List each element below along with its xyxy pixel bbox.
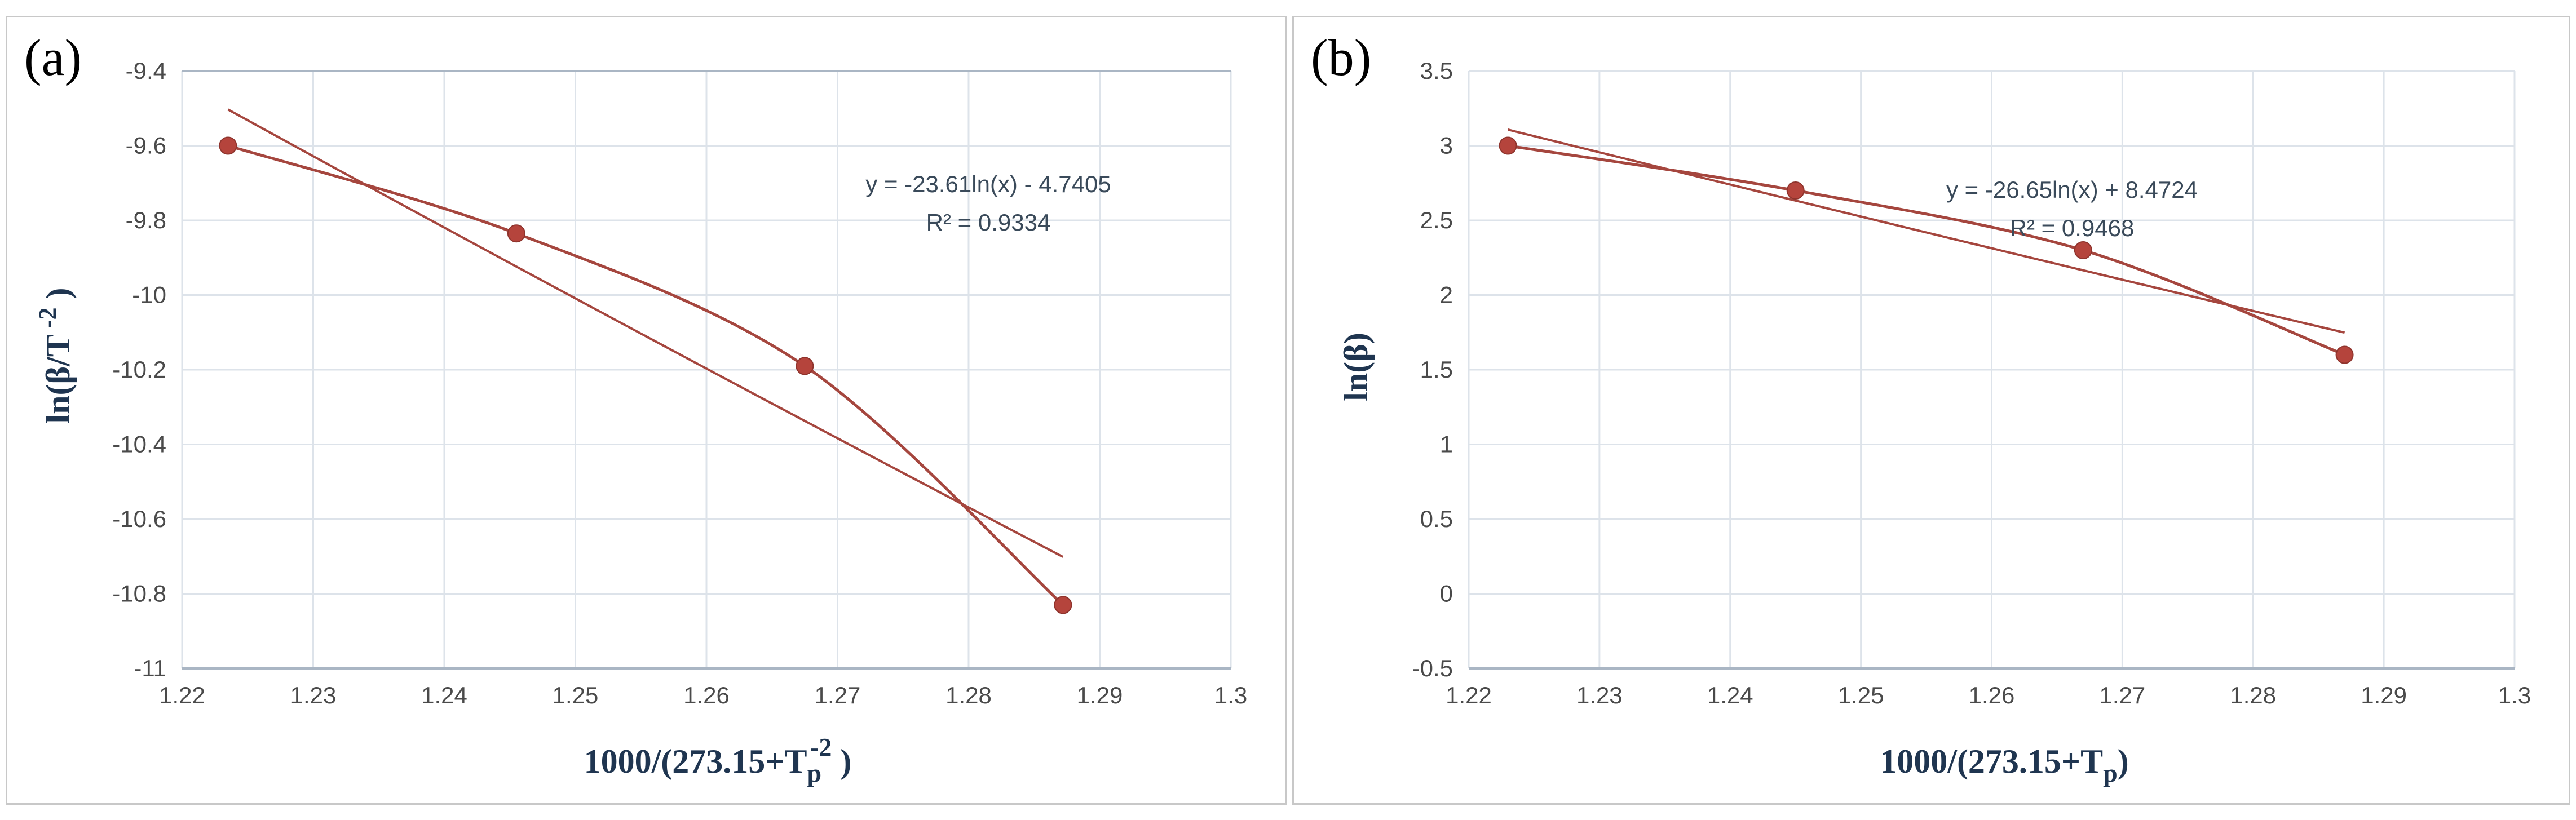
y-tick-label: -10.2 — [112, 356, 166, 383]
x-tick-label: 1.22 — [159, 682, 205, 708]
x-tick-label: 1.28 — [2230, 682, 2276, 708]
panel-label-a: (a) — [24, 29, 82, 86]
y-tick-label: -9.8 — [126, 207, 166, 233]
panel-label-b: (b) — [1311, 29, 1372, 86]
chart-panel-b: 1.22 1.23 1.24 1.25 1.26 1.27 1.28 1.29 1.3 3.5 3 2… — [1292, 16, 2570, 805]
y-axis-title-close-a: ) — [39, 288, 77, 308]
x-axis-title-sub-b: p — [2103, 759, 2118, 787]
x-tick-label: 1.25 — [553, 682, 599, 708]
x-axis-title-b: 1000/(273.15+Tp) — [1880, 743, 2128, 787]
x-tick-label: 1.24 — [1707, 682, 1753, 708]
y-tick-label: -9.4 — [126, 57, 166, 84]
y-tick-label: -10.8 — [112, 580, 166, 607]
y-tick-label: 3 — [1440, 132, 1453, 159]
log-trendline-b — [1508, 128, 2345, 334]
x-tick-label: 1.29 — [2361, 682, 2407, 708]
x-axis-title-close-b: ) — [2118, 743, 2129, 780]
x-axis-title-sub-a: p — [807, 759, 821, 787]
x-axis-title-a: 1000/(273.15+Tp-2 ) — [584, 733, 852, 787]
data-point — [1786, 181, 1805, 200]
data-point — [1499, 136, 1517, 155]
x-tick-label: 1.22 — [1446, 682, 1492, 708]
chart-a-svg: 1.22 1.23 1.24 1.25 1.26 1.27 1.28 1.29 1.3 -9.4 -… — [34, 57, 1247, 787]
r-squared-a: R² = 0.9334 — [926, 209, 1051, 236]
series-smooth-line-b — [1508, 144, 2345, 356]
x-tick-label: 1.27 — [2100, 682, 2146, 708]
data-point — [2335, 345, 2354, 364]
y-tick-label: -10.4 — [112, 431, 166, 458]
y-axis-title-main-b: ln(β) — [1337, 333, 1375, 401]
chart-b-svg: 1.22 1.23 1.24 1.25 1.26 1.27 1.28 1.29 1.3 3.5 3 2… — [1337, 57, 2531, 787]
x-axis-title-main-b: 1000/(273.15+T — [1880, 743, 2103, 780]
x-tick-label: 1.29 — [1077, 682, 1123, 708]
y-axis-title-main-a: ln(β/T — [39, 334, 77, 423]
x-axis-title-close-a: ) — [832, 743, 851, 780]
y-axis-title-sup-a: -2 — [34, 308, 61, 335]
r-squared-b: R² = 0.9468 — [2010, 215, 2135, 241]
series-smooth-line-a — [227, 144, 1064, 606]
y-tick-label: -10 — [132, 282, 166, 308]
x-tick-label: 1.28 — [945, 682, 992, 708]
y-tick-label: -10.6 — [112, 506, 166, 532]
y-tick-label: 1 — [1440, 431, 1453, 458]
y-axis-title-a: ln(β/T -2 ) — [34, 288, 77, 424]
log-trendline-a — [227, 108, 1064, 558]
x-axis-title-sup-a: -2 — [810, 733, 832, 761]
data-point — [219, 136, 237, 155]
data-point — [507, 224, 525, 243]
x-tick-label: 1.25 — [1838, 682, 1884, 708]
x-tick-label: 1.23 — [1576, 682, 1623, 708]
x-tick-label: 1.3 — [2498, 682, 2531, 708]
x-tick-label: 1.27 — [815, 682, 861, 708]
data-point — [796, 357, 814, 375]
y-tick-label: 0.5 — [1420, 506, 1453, 532]
y-tick-label: 0 — [1440, 580, 1453, 607]
y-tick-label: 3.5 — [1420, 57, 1453, 84]
chart-panel-a: 1.22 1.23 1.24 1.25 1.26 1.27 1.28 1.29 1.3 -9.4 -… — [6, 16, 1287, 805]
y-tick-label: 1.5 — [1420, 356, 1453, 383]
x-tick-label: 1.3 — [1214, 682, 1247, 708]
y-tick-label: -0.5 — [1412, 655, 1453, 681]
x-tick-label: 1.26 — [683, 682, 730, 708]
x-tick-label: 1.26 — [1969, 682, 2015, 708]
x-axis-title-main-a: 1000/(273.15+T — [584, 743, 807, 780]
y-tick-label: 2 — [1440, 282, 1453, 308]
y-tick-label: -11 — [134, 655, 166, 681]
y-tick-label: 2.5 — [1420, 207, 1453, 233]
trendline-equation-b: y = -26.65ln(x) + 8.4724 — [1946, 176, 2198, 203]
y-axis-title-b: ln(β) — [1337, 333, 1375, 401]
trendline-equation-a: y = -23.61ln(x) - 4.7405 — [865, 171, 1111, 197]
data-point — [2074, 241, 2092, 259]
x-tick-label: 1.24 — [421, 682, 467, 708]
data-point — [1054, 596, 1072, 614]
x-tick-label: 1.23 — [290, 682, 337, 708]
y-tick-label: -9.6 — [126, 132, 166, 159]
